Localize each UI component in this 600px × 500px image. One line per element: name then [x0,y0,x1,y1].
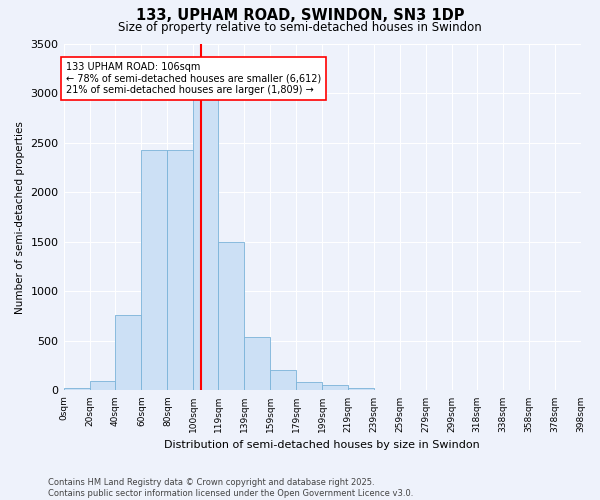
Bar [167,150,193,390]
Bar [244,337,270,390]
Bar [115,315,142,390]
Bar [218,242,244,390]
Bar [322,385,348,390]
Bar [193,70,218,390]
Bar [142,150,167,390]
Bar [270,370,296,390]
Text: Size of property relative to semi-detached houses in Swindon: Size of property relative to semi-detach… [118,21,482,34]
Text: 133, UPHAM ROAD, SWINDON, SN3 1DP: 133, UPHAM ROAD, SWINDON, SN3 1DP [136,8,464,22]
Y-axis label: Number of semi-detached properties: Number of semi-detached properties [15,121,25,314]
Bar [348,388,374,390]
Text: Contains HM Land Registry data © Crown copyright and database right 2025.
Contai: Contains HM Land Registry data © Crown c… [48,478,413,498]
Text: 133 UPHAM ROAD: 106sqm
← 78% of semi-detached houses are smaller (6,612)
21% of : 133 UPHAM ROAD: 106sqm ← 78% of semi-det… [66,62,322,95]
Bar [64,388,89,390]
Bar [89,381,115,390]
X-axis label: Distribution of semi-detached houses by size in Swindon: Distribution of semi-detached houses by … [164,440,480,450]
Bar [296,382,322,390]
